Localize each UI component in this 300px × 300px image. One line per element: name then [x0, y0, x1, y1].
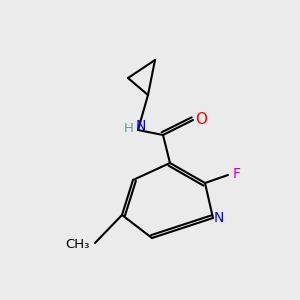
- Text: F: F: [233, 167, 241, 181]
- Text: CH₃: CH₃: [66, 238, 90, 250]
- Text: O: O: [195, 112, 207, 128]
- Text: N: N: [214, 211, 224, 225]
- Text: N: N: [136, 119, 146, 133]
- Text: H: H: [124, 122, 134, 134]
